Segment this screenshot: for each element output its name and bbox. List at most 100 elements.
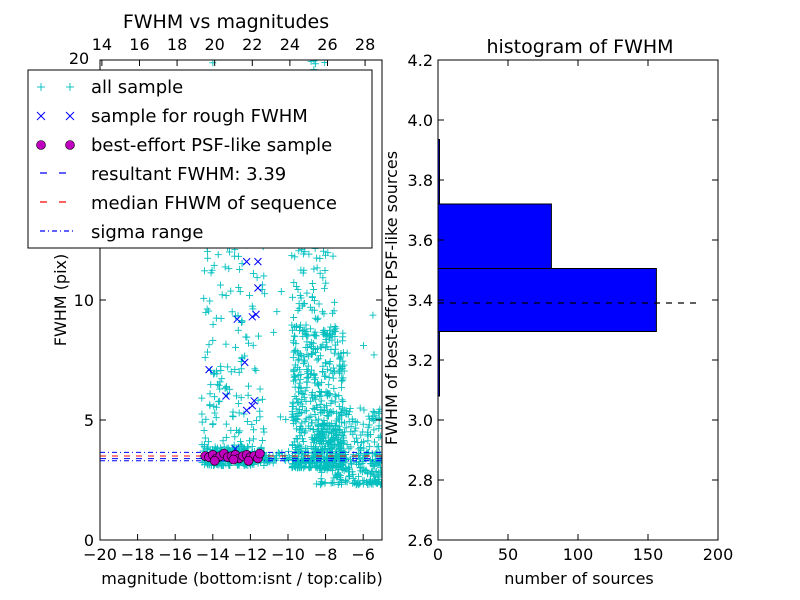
all-sample-point	[258, 395, 266, 403]
all-sample-point	[339, 357, 347, 365]
all-sample-point	[339, 337, 347, 345]
left-x-tick-label: −14	[196, 545, 230, 564]
all-sample-point	[331, 398, 339, 406]
all-sample-point	[318, 433, 326, 441]
all-sample-point	[347, 459, 355, 467]
all-sample-point	[326, 334, 334, 342]
all-sample-point	[316, 465, 324, 473]
all-sample-point	[370, 472, 378, 480]
all-sample-point	[335, 392, 343, 400]
all-sample-point	[296, 376, 304, 384]
all-sample-point	[338, 384, 346, 392]
all-sample-point	[313, 454, 321, 462]
right-x-tick-label: 150	[633, 545, 664, 564]
all-sample-point	[360, 406, 368, 414]
all-sample-point	[347, 443, 355, 451]
all-sample-point	[338, 465, 346, 473]
all-sample-point	[374, 480, 382, 488]
all-sample-point	[340, 467, 348, 475]
all-sample-point	[313, 264, 321, 272]
all-sample-point	[299, 425, 307, 433]
all-sample-point	[364, 428, 372, 436]
all-sample-point	[364, 437, 372, 445]
all-sample-point	[346, 472, 354, 480]
all-sample-point	[377, 470, 382, 478]
all-sample-point	[325, 381, 333, 389]
all-sample-point	[295, 388, 303, 396]
all-sample-point	[232, 343, 240, 351]
rough-fwhm-point	[242, 406, 251, 415]
all-sample-point	[337, 408, 345, 416]
all-sample-point	[327, 479, 335, 487]
all-sample-point	[316, 254, 324, 262]
all-sample-point	[208, 266, 216, 274]
right-y-tick-label: 4.0	[408, 111, 433, 130]
all-sample-point	[334, 351, 342, 359]
all-sample-point	[277, 287, 285, 295]
all-sample-point	[320, 417, 328, 425]
all-sample-point	[297, 371, 305, 379]
all-sample-point	[319, 445, 327, 453]
all-sample-point	[223, 383, 231, 391]
all-sample-point	[210, 393, 218, 401]
legend-plus-right	[66, 83, 74, 91]
all-sample-point	[330, 364, 338, 372]
all-sample-point	[338, 418, 346, 426]
all-sample-point	[328, 430, 336, 438]
all-sample-point	[359, 480, 367, 488]
all-sample-point	[361, 453, 369, 461]
all-sample-point	[345, 473, 353, 481]
all-sample-point	[328, 466, 336, 474]
all-sample-point	[322, 388, 330, 396]
all-sample-point	[238, 317, 246, 325]
all-sample-point	[338, 396, 346, 404]
all-sample-point	[369, 417, 377, 425]
rough-fwhm-point	[248, 312, 257, 321]
all-sample-point	[332, 409, 340, 417]
all-sample-point	[297, 384, 305, 392]
all-sample-point	[290, 279, 298, 287]
rough-fwhm-point	[222, 392, 230, 400]
left-plot-marks	[100, 60, 382, 489]
all-sample-point	[308, 388, 316, 396]
all-sample-point	[316, 391, 324, 399]
all-sample-point	[338, 429, 346, 437]
legend-entry-median: median FHWM of sequence	[40, 193, 337, 214]
psf-like-point	[228, 454, 239, 465]
right-y-tick-label: 2.8	[408, 471, 433, 490]
all-sample-point	[198, 410, 206, 418]
all-sample-point	[315, 381, 323, 389]
all-sample-point	[342, 450, 350, 458]
rough-fwhm-point	[240, 358, 249, 367]
all-sample-point	[328, 448, 336, 456]
left-x-tick-label: −10	[271, 545, 305, 564]
all-sample-point	[216, 281, 224, 289]
all-sample-point	[338, 479, 346, 487]
all-sample-point	[203, 348, 211, 356]
all-sample-point	[335, 403, 343, 411]
all-sample-point	[313, 315, 321, 323]
all-sample-point	[370, 409, 378, 417]
all-sample-point	[308, 293, 316, 301]
all-sample-point	[201, 267, 209, 275]
all-sample-point	[359, 342, 367, 350]
all-sample-point	[330, 459, 338, 467]
all-sample-point	[243, 417, 251, 425]
all-sample-point	[342, 407, 350, 415]
all-sample-point	[214, 398, 222, 406]
right-y-axis: 2.6 2.8 3.0 3.2 3.4 3.6 3.8 4.0 4.2	[408, 51, 718, 550]
all-sample-point	[248, 421, 256, 429]
all-sample-point	[322, 279, 330, 287]
all-sample-point	[313, 434, 321, 442]
all-sample-point	[321, 444, 329, 452]
all-sample-point	[323, 365, 331, 373]
all-sample-point	[210, 261, 218, 269]
all-sample-point	[340, 361, 348, 369]
rough-fwhm-point	[254, 257, 262, 266]
right-x-tick-label: 200	[703, 545, 734, 564]
all-sample-point	[317, 478, 325, 486]
all-sample-point	[349, 470, 357, 478]
left-x-tick-label: −6	[351, 545, 375, 564]
all-sample-point	[282, 415, 290, 423]
all-sample-point	[231, 366, 239, 374]
